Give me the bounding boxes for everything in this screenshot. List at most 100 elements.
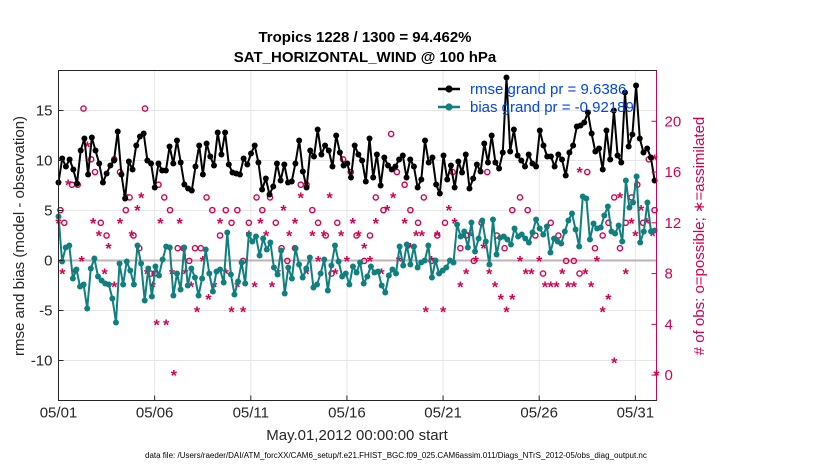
obs-possible-marker-15 [141, 105, 149, 112]
x-tick-label-3: 05/16 [328, 405, 366, 422]
obs-assimilated-marker-99: * [617, 190, 624, 207]
bias-point-89 [375, 268, 382, 275]
obs-assimilated-marker-37: * [257, 216, 264, 233]
obs-possible-marker-74 [524, 206, 531, 214]
obs-assimilated-marker-44: * [298, 190, 305, 207]
bias-point-25 [145, 265, 152, 272]
obs-possible-marker-26 [203, 194, 210, 201]
rmse-point-101 [429, 154, 436, 161]
obs-possible-marker-52 [366, 232, 374, 239]
bias-point-127 [511, 225, 518, 232]
rmse-point-124 [514, 152, 521, 159]
obs-assimilated-marker-78: * [492, 279, 499, 296]
obs-assimilated-marker-25: * [188, 279, 195, 296]
obs-assimilated-marker-101: * [628, 216, 635, 233]
obs-possible-marker-30 [228, 219, 235, 227]
bias-point-115 [468, 219, 475, 226]
obs-assimilated-marker-91: * [571, 279, 578, 296]
rmse-point-82 [359, 157, 366, 164]
bias-point-130 [522, 235, 529, 242]
bias-point-156 [615, 222, 622, 229]
obs-assimilated-marker-92: * [576, 165, 583, 182]
obs-assimilated-marker-72: * [457, 279, 464, 296]
obs-assimilated-marker-4: * [78, 254, 85, 271]
rmse-point-72 [322, 142, 329, 149]
bias-point-53 [245, 231, 252, 238]
obs-possible-marker-86 [610, 194, 618, 201]
rmse-point-13 [103, 170, 110, 177]
rmse-point-155 [629, 131, 636, 138]
rmse-point-103 [436, 190, 443, 197]
y-tick-label-2: 0 [44, 253, 52, 270]
obs-assimilated-marker-93: * [582, 267, 589, 284]
rmse-point-88 [381, 154, 388, 161]
rmse-point-137 [562, 172, 569, 179]
obs-possible-marker-83 [591, 244, 599, 252]
bias-point-69 [303, 265, 310, 272]
bias-point-137 [547, 249, 554, 256]
rmse-point-60 [277, 177, 284, 184]
bias-point-72 [314, 281, 321, 288]
rmse-point-76 [336, 149, 343, 156]
bias-point-142 [565, 217, 572, 224]
bias-point-91 [382, 289, 389, 296]
rmse-point-64 [292, 160, 299, 167]
obs-assimilated-marker-8: * [102, 267, 109, 284]
bias-point-56 [256, 252, 263, 259]
bias-point-1 [59, 258, 66, 265]
bias-point-92 [385, 272, 392, 279]
bias-point-117 [475, 235, 482, 242]
rmse-point-91 [392, 163, 399, 170]
obs-possible-marker-69 [483, 168, 491, 176]
bias-point-136 [543, 223, 550, 230]
obs-assimilated-marker-9: * [105, 241, 112, 258]
obs-possible-marker-73 [516, 194, 524, 201]
obs-assimilated-marker-45: * [303, 267, 310, 284]
obs-assimilated-marker-33: * [234, 279, 241, 296]
obs-assimilated-marker-30: * [217, 216, 224, 233]
rmse-point-120 [499, 149, 506, 156]
obs-assimilated-marker-59: * [384, 203, 391, 220]
obs-possible-marker-80 [570, 257, 578, 265]
bias-point-78 [335, 258, 342, 265]
rmse-series [55, 74, 658, 202]
rmse-point-158 [640, 149, 647, 156]
rmse-point-39 [199, 171, 206, 178]
rmse-point-118 [492, 159, 499, 166]
rmse-point-139 [570, 142, 577, 149]
x-axis-label: May.01,2012 00:00:00 start [266, 427, 448, 444]
rmse-point-87 [377, 182, 384, 189]
rmse-point-108 [455, 158, 462, 165]
bias-point-100 [414, 264, 421, 271]
bias-point-162 [637, 239, 644, 246]
rmse-point-144 [588, 130, 595, 137]
rmse-point-79 [347, 174, 354, 181]
bias-point-18 [120, 281, 127, 288]
obs-assimilated-marker-62: * [401, 216, 408, 233]
bias-point-105 [432, 257, 439, 264]
obs-assimilated-marker-88: * [553, 279, 560, 296]
obs-assimilated-marker-82: * [517, 254, 524, 271]
rmse-point-122 [507, 148, 514, 155]
obs-possible-marker-35 [259, 206, 266, 214]
bias-point-80 [342, 270, 349, 277]
obs-possible-marker-7 [97, 219, 105, 227]
x-tick-label-5: 05/26 [520, 405, 558, 422]
obs-assimilated-marker-79: * [498, 292, 505, 309]
rmse-point-102 [433, 181, 440, 188]
bias-point-14 [105, 281, 112, 288]
obs-assimilated-marker-31: * [223, 267, 230, 284]
rmse-point-68 [307, 147, 314, 154]
bias-point-22 [134, 242, 141, 249]
rmse-point-105 [444, 176, 451, 183]
obs-possible-marker-72 [508, 206, 516, 214]
bias-point-148 [586, 236, 593, 243]
obs-assimilated-marker-55: * [361, 241, 368, 258]
bias-point-45 [217, 266, 224, 273]
y-tick-label-3: 5 [44, 203, 52, 220]
bias-point-34 [177, 286, 184, 293]
bias-point-33 [173, 270, 180, 277]
rmse-point-43 [214, 129, 221, 136]
rmse-point-5 [74, 180, 81, 187]
